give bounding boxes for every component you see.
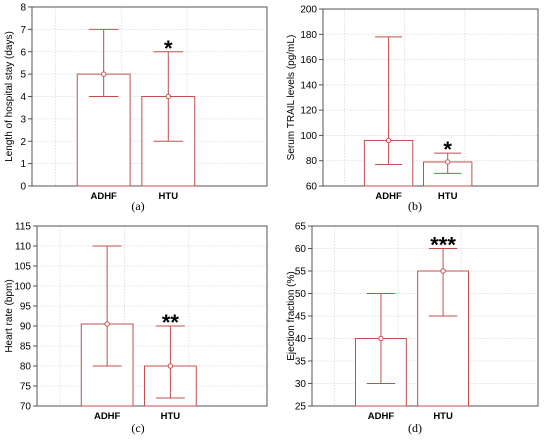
chart-panel-1: 0 1 2 3 4 5 6 7 8 Length of hospital stay (days) A… xyxy=(4,3,268,213)
y-tick-label: 65 xyxy=(295,222,307,233)
panel-label: (d) xyxy=(408,421,422,435)
y-axis-title: Ejection fraction (%) xyxy=(286,271,297,360)
y-tick-label: 40 xyxy=(295,334,307,345)
y-tick-label: 6 xyxy=(20,47,26,58)
y-tick-label: 60 xyxy=(295,244,307,255)
y-tick-label: 140 xyxy=(300,80,317,91)
y-tick-label: 90 xyxy=(20,322,32,333)
x-category-label: ADHF xyxy=(375,191,402,202)
y-tick-label: 35 xyxy=(295,357,307,368)
x-category-label: HTU xyxy=(433,411,453,422)
significance-marker: ** xyxy=(162,310,180,335)
y-tick-label: 7 xyxy=(20,25,26,36)
y-tick-label: 200 xyxy=(300,5,317,16)
panel-label: (c) xyxy=(131,421,144,435)
y-tick-label: 4 xyxy=(20,92,26,103)
significance-marker: *** xyxy=(430,233,456,258)
y-tick-label: 5 xyxy=(20,70,26,81)
x-category-label: ADHF xyxy=(94,411,121,422)
y-tick-label: 100 xyxy=(14,282,31,293)
data-point xyxy=(167,363,174,369)
x-category-label: HTU xyxy=(161,411,181,422)
panel-label: (b) xyxy=(408,199,422,213)
y-tick-label: 85 xyxy=(20,342,32,353)
data-point xyxy=(440,268,446,274)
y-axis-title: Serum TRAIL levels (pg/mL) xyxy=(286,35,297,161)
y-axis-title: Length of hospital stay (days) xyxy=(4,31,15,162)
y-tick-label: 60 xyxy=(306,182,318,193)
significance-marker: * xyxy=(164,36,173,61)
y-tick-label: 110 xyxy=(15,242,31,253)
y-tick-label: 80 xyxy=(20,362,32,373)
y-tick-label: 30 xyxy=(295,379,307,390)
data-point xyxy=(378,335,384,342)
y-tick-label: 100 xyxy=(300,131,317,142)
y-tick-label: 50 xyxy=(295,289,307,300)
y-tick-label: 160 xyxy=(300,55,317,66)
y-tick-label: 70 xyxy=(20,402,32,413)
plot-frame xyxy=(322,8,539,187)
significance-marker: * xyxy=(443,137,452,162)
y-tick-label: 105 xyxy=(14,262,31,273)
y-tick-label: 1 xyxy=(20,159,26,170)
chart-panel-2: 60 80 100 120 140 160 180 200 Serum TRAIL levels… xyxy=(286,5,539,213)
bar-adhf xyxy=(76,73,131,187)
chart-panel-4: 25 30 35 40 45 50 55 60 65 Ejection fraction (%) A… xyxy=(286,222,539,435)
y-axis-title: Heart rate (bpm) xyxy=(4,279,15,352)
y-tick-label: 0 xyxy=(20,182,26,193)
data-point xyxy=(385,137,392,144)
y-tick-label: 25 xyxy=(295,402,307,413)
data-point xyxy=(100,71,107,77)
x-category-label: HTU xyxy=(438,191,458,202)
data-point xyxy=(104,321,110,327)
y-tick-label: 45 xyxy=(295,312,307,323)
data-point xyxy=(445,159,451,165)
x-category-label: ADHF xyxy=(368,411,395,422)
x-category-label: ADHF xyxy=(90,191,117,202)
panel-label: (a) xyxy=(131,199,144,213)
data-point xyxy=(165,93,172,100)
y-tick-label: 75 xyxy=(20,382,32,393)
y-tick-label: 3 xyxy=(20,114,26,125)
y-tick-label: 115 xyxy=(15,222,31,233)
y-tick-label: 55 xyxy=(295,267,307,278)
y-tick-label: 2 xyxy=(20,137,26,148)
chart-panel-3: 70 75 80 85 90 95 100 105 110 115 Heart rate (bpm)… xyxy=(4,222,268,435)
y-tick-label: 180 xyxy=(300,30,317,41)
y-tick-label: 80 xyxy=(306,156,318,167)
y-tick-label: 8 xyxy=(20,3,26,14)
y-tick-label: 95 xyxy=(20,302,32,313)
x-category-label: HTU xyxy=(159,191,179,202)
y-tick-label: 120 xyxy=(300,106,317,117)
